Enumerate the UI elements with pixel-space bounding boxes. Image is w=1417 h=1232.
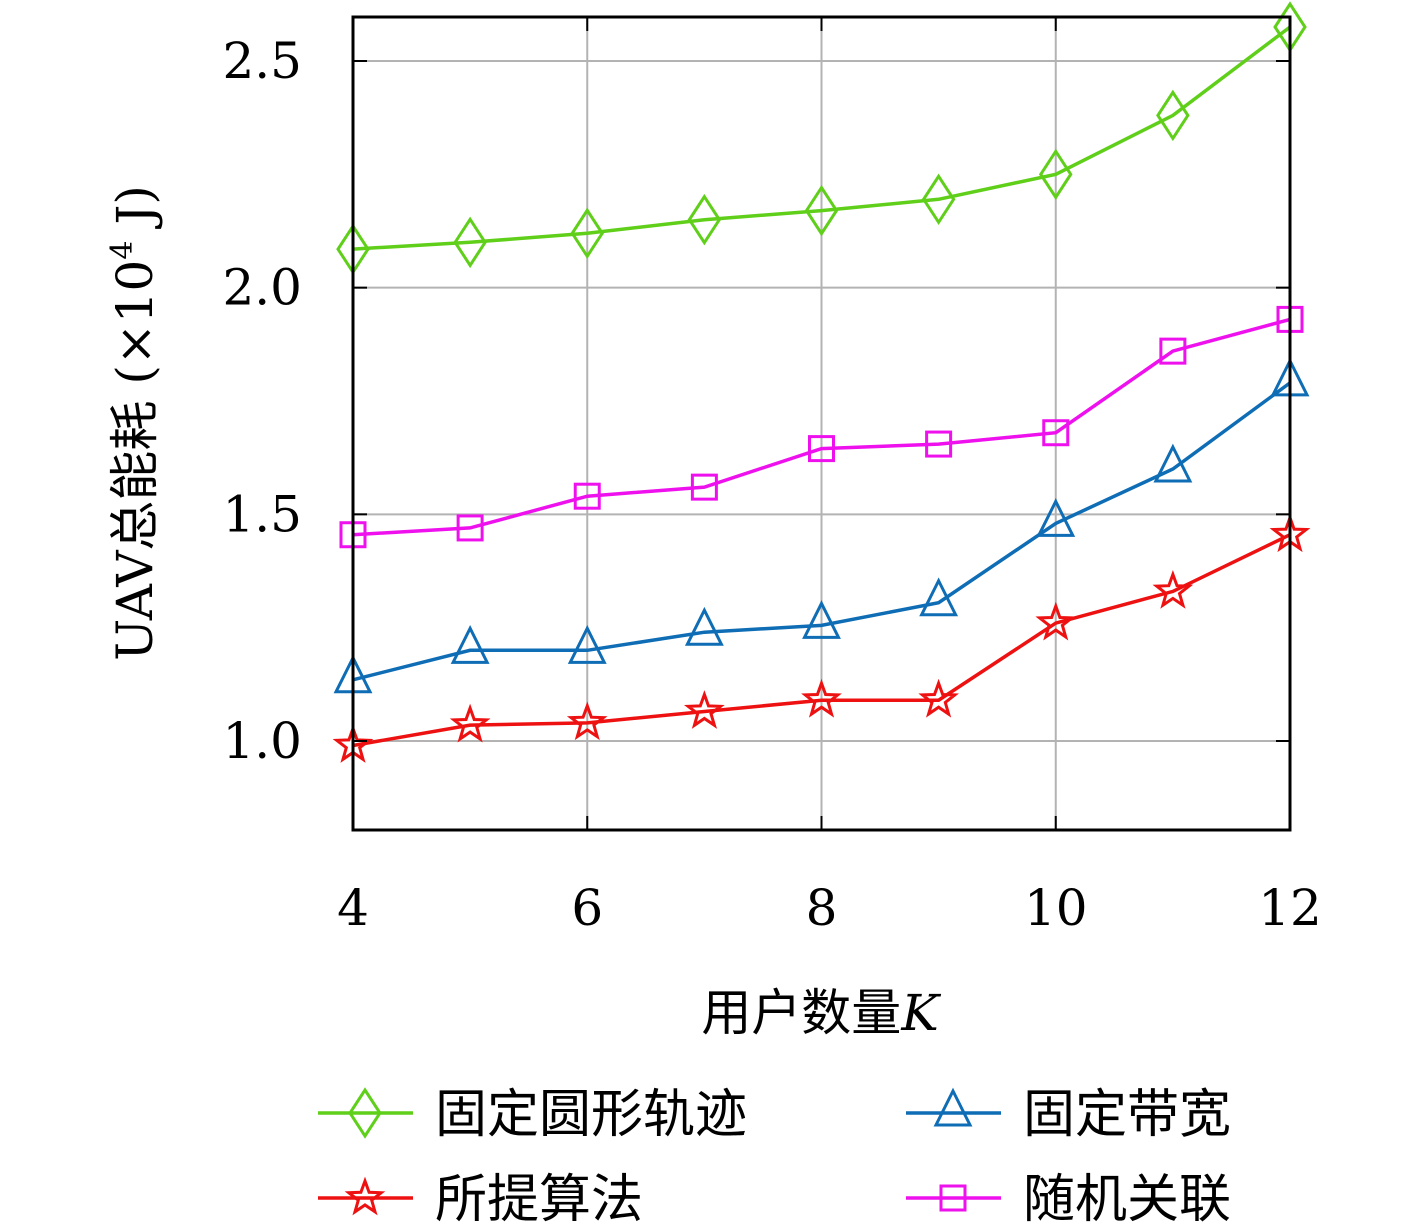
legend-label: 固定圆形轨迹	[435, 1085, 747, 1145]
data-point	[566, 701, 608, 741]
data-point	[919, 577, 959, 617]
x-tick-label: 6	[571, 879, 603, 937]
data-point	[808, 435, 835, 463]
legend-label: 所提算法	[435, 1170, 643, 1230]
legend-marker	[348, 1087, 382, 1139]
x-tick-label: 8	[806, 879, 838, 937]
data-point	[1153, 443, 1193, 483]
y-tick-label: 1.0	[222, 712, 302, 770]
data-point	[1152, 570, 1194, 609]
legend-marker	[933, 1087, 973, 1127]
data-point	[804, 184, 839, 237]
data-point	[802, 600, 841, 639]
data-point	[801, 678, 842, 718]
legend-item: 固定带宽	[906, 1085, 1231, 1145]
data-point	[921, 173, 956, 226]
y-tick-label: 2.0	[222, 259, 302, 317]
data-point	[449, 703, 491, 743]
data-point	[687, 193, 722, 246]
data-point	[1038, 148, 1073, 201]
data-point	[1042, 419, 1070, 447]
data-point	[1036, 498, 1076, 537]
y-axis-label: UAV总能耗 (×104 J)	[105, 185, 164, 661]
data-point	[450, 624, 490, 664]
data-point	[573, 482, 601, 510]
data-point	[570, 207, 605, 260]
series-1	[336, 1, 1307, 275]
legend-item: 固定圆形轨迹	[318, 1085, 747, 1145]
data-point	[1035, 601, 1077, 641]
data-point	[918, 678, 959, 718]
y-tick-label: 2.5	[222, 32, 302, 90]
series-line	[352, 381, 1292, 682]
legend-label: 固定带宽	[1023, 1085, 1231, 1145]
series-2	[333, 357, 1310, 694]
data-point	[1159, 337, 1187, 365]
x-tick-label: 10	[1024, 879, 1088, 937]
series-line	[352, 533, 1291, 748]
legend-marker	[344, 1176, 386, 1216]
legend-label: 随机关联	[1023, 1170, 1231, 1230]
series-line	[352, 25, 1292, 251]
data-point	[567, 624, 607, 664]
y-tick-label: 1.5	[222, 485, 302, 543]
data-point	[684, 690, 725, 729]
legend-item: 所提算法	[318, 1170, 643, 1230]
series-line	[352, 317, 1291, 537]
data-point	[456, 514, 484, 542]
x-tick-label: 4	[337, 879, 369, 937]
data-point	[1156, 89, 1190, 142]
x-axis-label: 用户数量K	[701, 984, 941, 1042]
data-point	[690, 473, 718, 501]
axis-ticks: 4 6 8 10 12 1.0 1.5 2.0 2.5	[222, 17, 1322, 937]
data-point	[925, 430, 953, 458]
data-point	[684, 606, 724, 646]
legend-marker	[939, 1184, 967, 1212]
data-point	[453, 216, 487, 269]
x-tick-label: 12	[1258, 879, 1322, 937]
series-layer	[332, 1, 1311, 763]
legend-item: 随机关联	[906, 1170, 1231, 1230]
